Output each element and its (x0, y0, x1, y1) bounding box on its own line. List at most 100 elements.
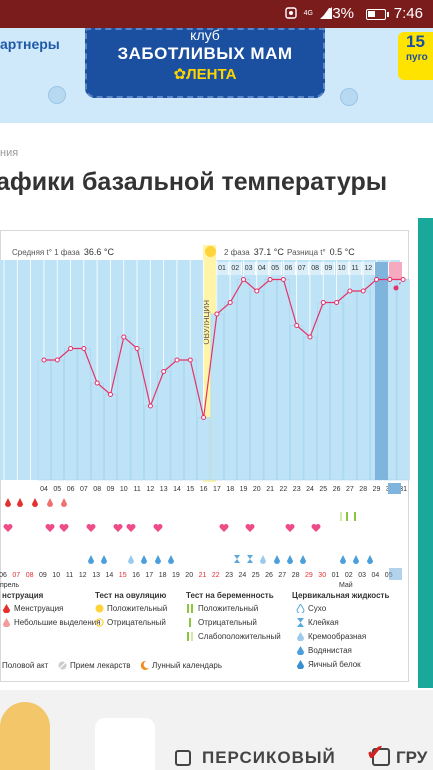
date-label: 12 (79, 572, 87, 579)
cycle-day-label: 09 (107, 486, 115, 493)
pregnancy-test-icon (354, 512, 356, 521)
date-label: 22 (212, 572, 220, 579)
phase2-day-number: 12 (362, 262, 376, 275)
side-tab[interactable] (418, 218, 433, 688)
cycle-day-label: 21 (266, 486, 274, 493)
promo-badge[interactable]: 15 пуго (398, 32, 433, 80)
club-title: ЗАБОТЛИВЫХ МАМ (117, 44, 293, 63)
heart-icon (126, 524, 136, 532)
cycle-day-label: 20 (253, 486, 261, 493)
temperature-point (41, 357, 47, 363)
top-banner[interactable]: артнеры клуб ЗАБОТЛИВЫХ МАМ ✿ЛЕНТА 15 пу… (0, 28, 433, 123)
status-bar: 4G 43% 7:46 (0, 0, 433, 28)
legend-menstruation: Менструация (2, 604, 63, 613)
temperature-bar (77, 348, 91, 481)
brand-name: ✿ЛЕНТА (173, 66, 237, 83)
club-logo[interactable]: клуб ЗАБОТЛИВЫХ МАМ ✿ЛЕНТА (85, 28, 325, 98)
temperature-bar (104, 394, 118, 481)
pregnancy-test-icon (340, 512, 342, 521)
temperature-point (400, 277, 406, 282)
legend-menstruation-title: нструация (2, 591, 44, 600)
phase2-day-number: 02 (229, 262, 243, 275)
diff-stat: Разница t° 0.5 °C (287, 247, 355, 257)
phase2-day-number: 01 (216, 262, 229, 275)
date-label: 02 (345, 572, 353, 579)
month-label: Май (339, 581, 353, 589)
highlight-column (375, 262, 388, 480)
forecast-point (393, 285, 399, 291)
pill-icon (58, 661, 67, 670)
pregnancy-test-icon (346, 512, 348, 521)
legend-pregtest-positive: Положительный (186, 604, 258, 613)
phase2-stat: 2 фаза 37.1 °C (224, 247, 284, 257)
legend-intercourse: Половой акт (2, 661, 49, 670)
temperature-point (254, 288, 260, 294)
phase2-day-number: 05 (269, 262, 283, 275)
fluid-drop-icon (88, 555, 94, 564)
legend-light-bleeding: Небольшие выделения (2, 618, 101, 627)
drop-outline-icon (296, 604, 305, 613)
highlight-cell (389, 262, 402, 280)
fluid-drop-icon (101, 555, 107, 564)
cycle-day-label: 24 (306, 486, 314, 493)
fluid-drop-icon (300, 555, 306, 564)
legend-pregtest-negative: Отрицательный (186, 618, 257, 627)
cycle-day-label: 07 (80, 486, 88, 493)
legend-fluid-sticky: Клейкая (296, 618, 339, 627)
cycle-day-label: 13 (160, 486, 168, 493)
date-label: 09 (39, 572, 47, 579)
date-label: 24 (239, 572, 247, 579)
drop-blue-icon (297, 646, 304, 655)
fluid-drop-icon (274, 555, 280, 564)
menstruation-drop-icon (32, 498, 38, 507)
breadcrumb[interactable]: ния (0, 147, 19, 159)
sticky-icon (234, 555, 240, 563)
date-label: 14 (106, 572, 114, 579)
ad-checkbox-icon (175, 750, 191, 766)
cycle-day-label: 29 (373, 486, 381, 493)
date-label: 30 (318, 572, 326, 579)
partners-link[interactable]: артнеры (0, 36, 60, 52)
heart-icon (86, 524, 96, 532)
legend-medication: Прием лекарств (58, 661, 130, 670)
cycle-day-label: 23 (293, 486, 301, 493)
menstruation-drop-icon (17, 498, 23, 507)
drop-red-icon (3, 604, 10, 613)
legend-fluid-title: Цервикальная жидкость (292, 591, 390, 600)
temperature-bar (170, 359, 184, 481)
ad-text: ПЕРСИКОВЫЙ (202, 748, 336, 767)
heart-icon (113, 524, 123, 532)
temperature-bar (37, 359, 51, 481)
cycle-day-label: 28 (359, 486, 367, 493)
date-label: 26 (265, 572, 273, 579)
fluid-drop-icon (287, 555, 293, 564)
ad-checkbox-checked-icon (372, 748, 390, 766)
drop-half-icon (297, 632, 304, 641)
temperature-bar (197, 417, 211, 481)
legend-ovtest-title: Тест на овуляцию (95, 591, 167, 600)
temperature-point (267, 277, 273, 282)
temperature-bar (210, 313, 224, 481)
menstruation-drop-icon (61, 498, 67, 507)
legend-ovtest-negative: Отрицательный (95, 618, 166, 627)
ad-text-2: ГРУ (396, 748, 428, 767)
cycle-day-label: 26 (333, 486, 341, 493)
temperature-point (387, 277, 393, 282)
cycle-day-label: 18 (226, 486, 234, 493)
date-label: 05 (385, 572, 393, 579)
legend-ovtest-positive: Положительный (95, 604, 167, 613)
cycle-day-label: 14 (173, 486, 181, 493)
date-label: 01 (332, 572, 340, 579)
temperature-bar (303, 336, 317, 481)
date-highlight (389, 568, 402, 580)
temperature-point (187, 357, 193, 363)
temperature-point (347, 288, 353, 294)
temperature-point (201, 415, 207, 420)
fluid-drop-icon (141, 555, 147, 564)
promo-number: 15 (406, 32, 425, 51)
temperature-point (147, 403, 153, 409)
bottom-ad[interactable]: ПЕРСИКОВЫЙ ✔ ГРУ (0, 690, 433, 770)
club-top-text: клуб (190, 28, 220, 43)
temperature-chart: 04 05 06 07 08 09 10 11 12 13 14 15 16 17 18 19 20 21 22 23… (0, 260, 410, 589)
date-label: 28 (292, 572, 300, 579)
